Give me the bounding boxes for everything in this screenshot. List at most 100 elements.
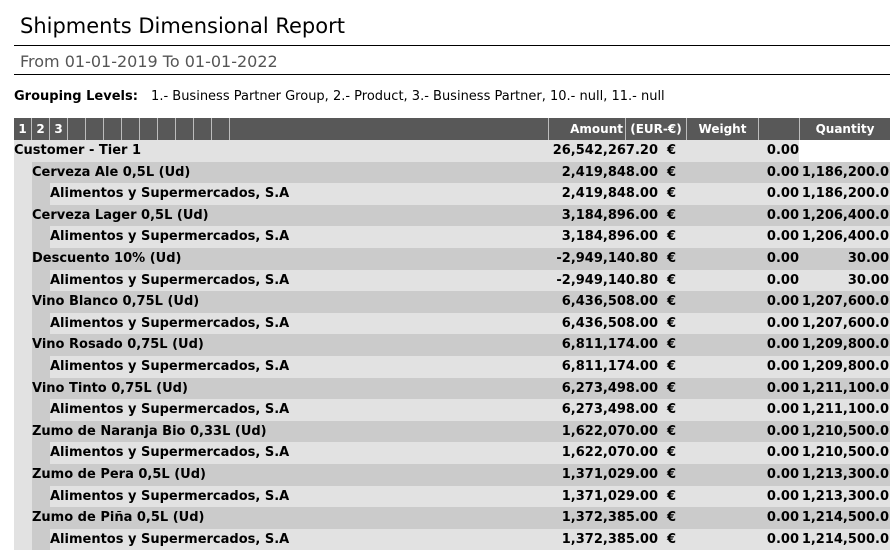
level-button-9[interactable] (158, 118, 176, 140)
table-row[interactable]: Alimentos y Supermercados, S.A 6,811,174.… (14, 355, 890, 378)
table-row[interactable]: Vino Blanco 0,75L (Ud) 6,436,508.00 €0.00 1… (14, 291, 890, 313)
row-name: Zumo de Piña 0,5L (Ud) (32, 510, 205, 526)
row-quantity: 1,209,800.0 (801, 358, 889, 374)
table-row[interactable]: Zumo de Pera 0,5L (Ud) 1,371,029.00 €0.00 1… (14, 463, 890, 486)
row-weight: 0.00 (766, 164, 799, 180)
indent-guide (14, 183, 32, 205)
row-weight: 0.00 (766, 402, 799, 418)
row-currency: € (667, 229, 677, 245)
row-quantity: 1,207,600.0 (801, 315, 889, 331)
row-band (32, 463, 890, 486)
row-quantity: 1,211,100.0 (801, 402, 889, 418)
row-amount: 1,372,385.00 (561, 510, 658, 526)
row-weight: 0.00 (766, 207, 799, 223)
row-weight: 0.00 (766, 250, 799, 266)
row-name: Alimentos y Supermercados, S.A (50, 315, 290, 331)
table-row[interactable]: Descuento 10% (Ud) -2,949,140.80 €0.00 30.0… (14, 247, 890, 270)
header-quantity: Quantity (799, 118, 890, 140)
level-button-4[interactable] (68, 118, 86, 140)
row-name: Cerveza Lager 0,5L (Ud) (32, 207, 209, 223)
row-quantity: 1,211,100.0 (801, 380, 889, 396)
row-amount: 26,542,267.20 (552, 143, 658, 158)
row-quantity: 30.00 (847, 250, 889, 266)
row-weight: 0.00 (766, 423, 799, 439)
row-weight: 0.00 (766, 186, 799, 202)
row-name: Alimentos y Supermercados, S.A (50, 272, 290, 288)
row-name: Alimentos y Supermercados, S.A (50, 402, 290, 418)
table-row[interactable]: Zumo de Piña 0,5L (Ud) 1,372,385.00 €0.00 1… (14, 507, 890, 529)
row-quantity: 1,210,500.0 (801, 445, 889, 461)
indent-guide (14, 528, 32, 551)
table-row[interactable]: Alimentos y Supermercados, S.A 2,419,848.… (14, 183, 890, 205)
row-currency: € (667, 358, 677, 374)
row-currency: € (667, 164, 677, 180)
row-weight: 0.00 (766, 466, 799, 482)
row-weight: 0.00 (766, 337, 799, 353)
level-button-2[interactable]: 2 (32, 118, 50, 140)
row-currency: € (667, 337, 677, 353)
table-row[interactable]: Vino Rosado 0,75L (Ud) 6,811,174.00 €0.00 1… (14, 334, 890, 356)
row-name: Alimentos y Supermercados, S.A (50, 488, 290, 504)
level-button-7[interactable] (122, 118, 140, 140)
table-row[interactable]: Alimentos y Supermercados, S.A -2,949,140… (14, 269, 890, 292)
row-band (50, 485, 890, 508)
table-row[interactable]: Alimentos y Supermercados, S.A 1,371,029.… (14, 485, 890, 508)
row-currency: € (667, 272, 677, 288)
row-band (50, 528, 890, 551)
row-weight: 0.00 (766, 510, 799, 526)
level-button-3[interactable]: 3 (50, 118, 68, 140)
table-row[interactable]: Alimentos y Supermercados, S.A 6,436,508.… (14, 312, 890, 335)
row-amount: 6,811,174.00 (561, 337, 658, 353)
row-weight: 0.00 (766, 531, 799, 547)
level-button-8[interactable] (140, 118, 158, 140)
indent-guide (32, 355, 50, 378)
row-band (14, 140, 799, 162)
row-amount: 6,436,508.00 (561, 294, 658, 310)
table-row[interactable]: Customer - Tier 1 26,542,267.20 €0.00 (14, 140, 890, 162)
row-currency: € (667, 423, 677, 439)
level-button-1[interactable]: 1 (14, 118, 32, 140)
table-row[interactable]: Cerveza Lager 0,5L (Ud) 3,184,896.00 €0.00… (14, 204, 890, 227)
row-amount: 6,273,498.00 (561, 402, 658, 418)
row-weight: 0.00 (766, 445, 799, 461)
level-button-11[interactable] (194, 118, 212, 140)
row-amount: 3,184,896.00 (561, 207, 658, 223)
row-name: Vino Rosado 0,75L (Ud) (32, 337, 204, 353)
row-currency: € (667, 186, 677, 202)
row-currency: € (667, 402, 677, 418)
indent-guide (14, 420, 32, 443)
level-button-12[interactable] (212, 118, 230, 140)
table-row[interactable]: Cerveza Ale 0,5L (Ud) 2,419,848.00 €0.00 1,… (14, 161, 890, 184)
row-band (32, 161, 890, 184)
table-row[interactable]: Zumo de Naranja Bio 0,33L (Ud) 1,622,070.… (14, 420, 890, 443)
indent-guide (32, 485, 50, 508)
table-row[interactable]: Alimentos y Supermercados, S.A 6,273,498.… (14, 399, 890, 421)
row-currency: € (667, 466, 677, 482)
indent-guide (32, 528, 50, 551)
level-button-5[interactable] (86, 118, 104, 140)
level-button-10[interactable] (176, 118, 194, 140)
row-amount: 1,371,029.00 (561, 466, 658, 482)
row-quantity: 1,209,800.0 (801, 337, 889, 353)
table-row[interactable]: Alimentos y Supermercados, S.A 1,372,385.… (14, 528, 890, 551)
row-currency: € (667, 510, 677, 526)
row-weight: 0.00 (766, 315, 799, 331)
level-button-6[interactable] (104, 118, 122, 140)
grouping-value: 1.- Business Partner Group, 2.- Product,… (151, 89, 665, 104)
indent-guide (14, 312, 32, 335)
row-currency: € (667, 143, 677, 158)
row-band (32, 291, 890, 313)
table-row[interactable]: Vino Tinto 0,75L (Ud) 6,273,498.00 €0.00 1,… (14, 377, 890, 400)
table-row[interactable]: Alimentos y Supermercados, S.A 3,184,896.… (14, 226, 890, 248)
row-quantity: 1,206,400.0 (801, 207, 889, 223)
table-row[interactable]: Alimentos y Supermercados, S.A 1,622,070.… (14, 442, 890, 464)
grouping-label: Grouping Levels: (14, 89, 138, 104)
row-weight: 0.00 (766, 229, 799, 245)
row-weight: 0.00 (766, 380, 799, 396)
indent-guide (14, 377, 32, 400)
row-currency: € (667, 380, 677, 396)
row-weight: 0.00 (766, 143, 799, 158)
row-amount: 6,436,508.00 (561, 315, 658, 331)
row-name: Vino Tinto 0,75L (Ud) (32, 380, 188, 396)
